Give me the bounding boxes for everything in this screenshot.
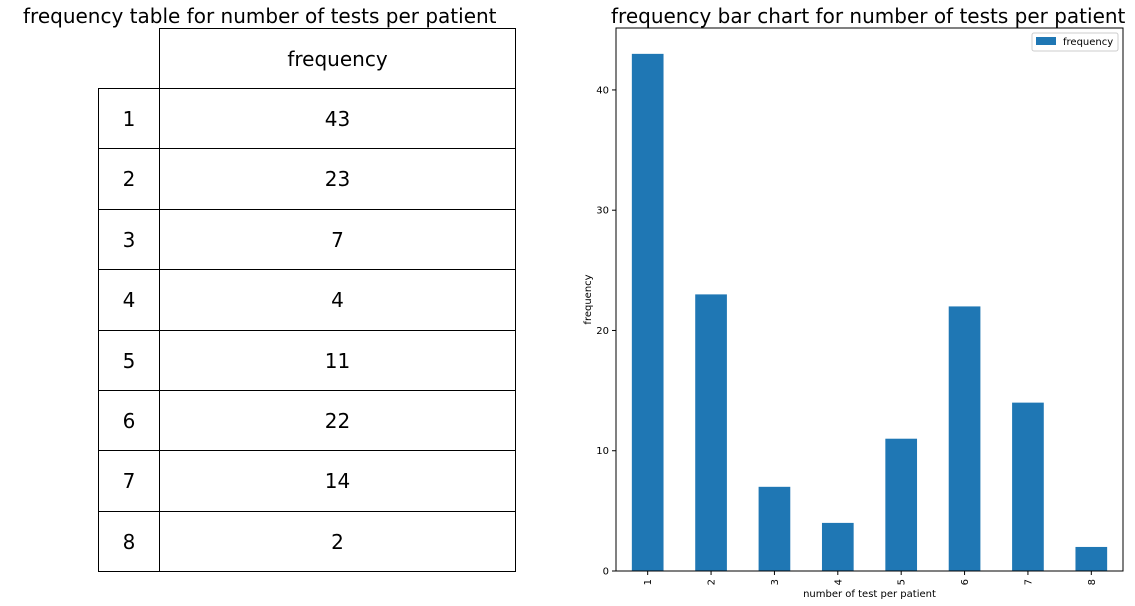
x-tick-label: 3 <box>770 579 781 585</box>
table-title: frequency table for number of tests per … <box>23 4 497 28</box>
x-axis-label: number of test per patient <box>803 589 936 600</box>
table-cell-value: 14 <box>159 450 516 512</box>
table-cell-value: 4 <box>159 269 516 331</box>
legend-label: frequency <box>1063 37 1113 48</box>
x-tick-label: 6 <box>960 579 971 585</box>
table-row-index: 7 <box>98 450 160 512</box>
table-cell-value: 11 <box>159 330 516 391</box>
x-tick-label: 1 <box>643 579 654 585</box>
bar <box>821 522 854 571</box>
bar <box>631 53 664 572</box>
bar <box>948 306 981 571</box>
x-tick-label: 2 <box>707 579 718 585</box>
table-row-index: 4 <box>98 269 160 331</box>
chart-title: frequency bar chart for number of tests … <box>611 4 1126 28</box>
x-tick-label: 7 <box>1023 579 1034 585</box>
x-tick-label: 8 <box>1087 579 1098 585</box>
y-tick-label: 30 <box>596 206 609 217</box>
bar <box>885 438 918 571</box>
legend-swatch <box>1036 37 1056 45</box>
table-row-index: 6 <box>98 390 160 451</box>
bar <box>758 486 791 571</box>
y-tick-label: 0 <box>603 567 609 578</box>
x-tick-label: 5 <box>897 579 908 585</box>
plot-frame <box>615 27 1124 572</box>
bar <box>1012 402 1044 571</box>
bar <box>695 294 727 571</box>
table-cell-value: 2 <box>159 511 516 572</box>
table-row-index: 2 <box>98 148 160 210</box>
y-tick-label: 20 <box>596 326 609 337</box>
y-axis-label: frequency <box>583 274 594 324</box>
table-header-frequency: frequency <box>159 28 516 89</box>
bar <box>1075 546 1108 571</box>
y-tick-label: 40 <box>596 85 609 96</box>
x-tick-label: 4 <box>833 579 844 585</box>
y-tick-label: 10 <box>596 446 609 457</box>
